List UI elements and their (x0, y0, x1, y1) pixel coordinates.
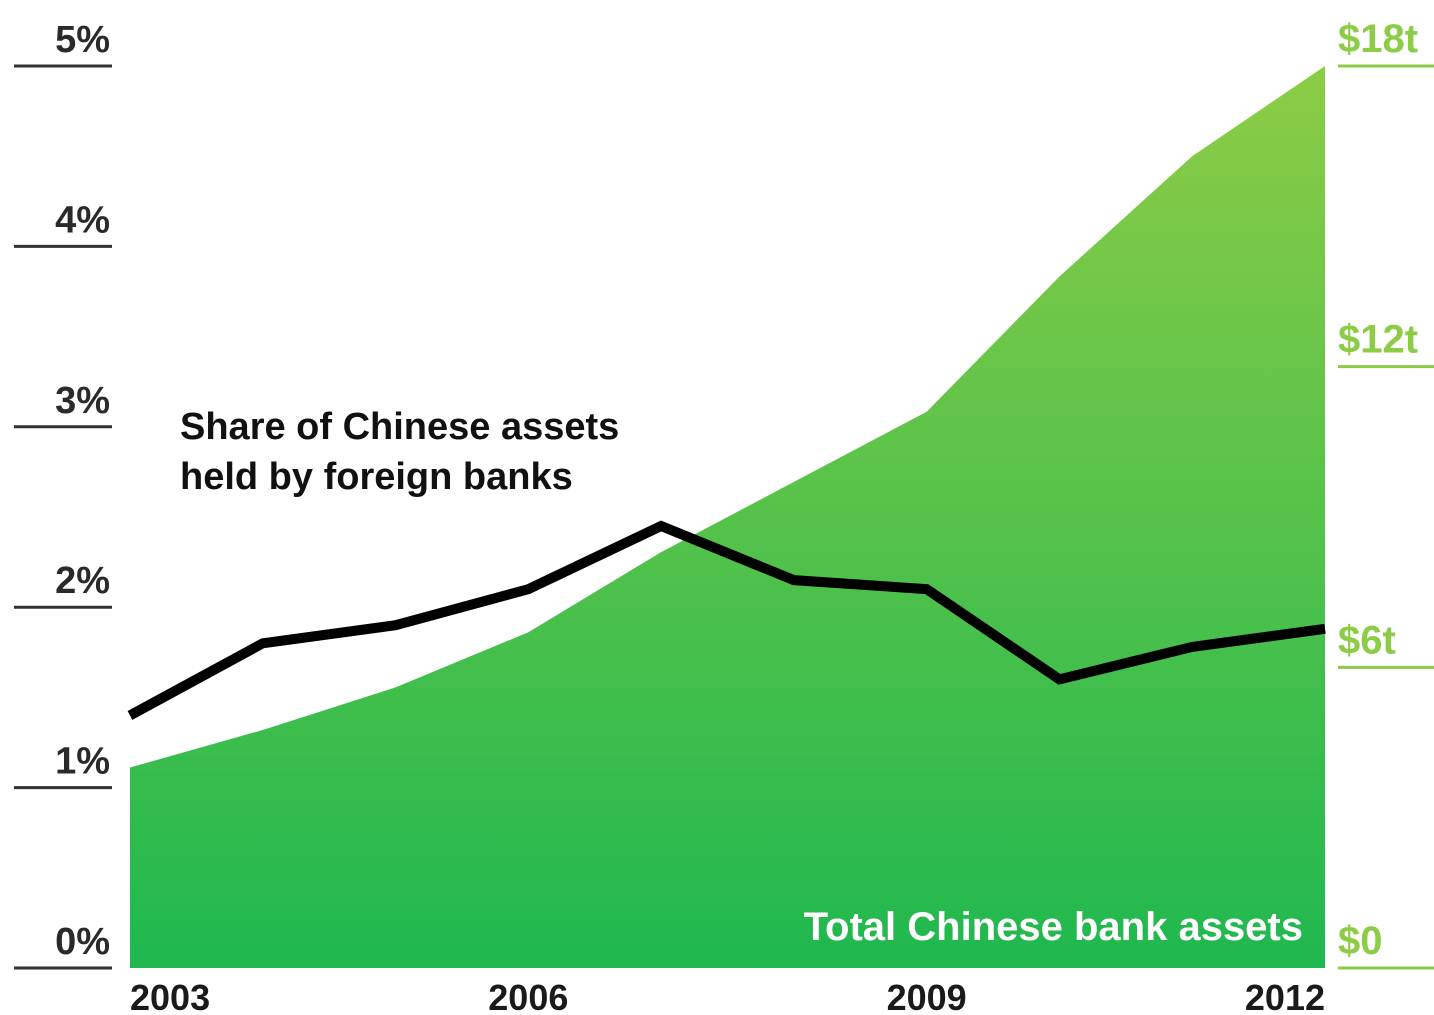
left-tick-label: 4% (55, 199, 110, 241)
left-tick-label: 3% (55, 380, 110, 422)
share-series-label: Share of Chinese assets held by foreign … (180, 406, 630, 498)
x-axis: 2003 2006 2009 2012 (130, 977, 1325, 1015)
x-tick-label: 2009 (887, 977, 967, 1015)
x-tick-label: 2003 (130, 977, 210, 1015)
left-tick-label: 1% (55, 741, 110, 783)
total-assets-area (130, 66, 1325, 968)
right-tick-label: $6t (1338, 618, 1396, 662)
assets-series-label: Total Chinese bank assets (804, 905, 1303, 949)
share-line (127, 520, 1326, 720)
left-tick-label: 2% (55, 560, 110, 602)
left-tick-label: 5% (55, 19, 110, 61)
right-axis: $0 $6t $12t $18t (1338, 17, 1434, 970)
right-tick-label: $12t (1338, 318, 1418, 362)
share-label-line-1: Share of Chinese assets (180, 406, 619, 448)
right-tick-label: $18t (1338, 17, 1418, 61)
x-tick-label: 2006 (488, 977, 568, 1015)
right-tick-label: $0 (1338, 919, 1383, 963)
x-tick-label: 2012 (1245, 977, 1325, 1015)
share-label-line-2: held by foreign banks (180, 456, 573, 498)
left-axis: 0% 1% 2% 3% 4% 5% (14, 19, 112, 970)
left-tick-label: 0% (55, 921, 110, 963)
